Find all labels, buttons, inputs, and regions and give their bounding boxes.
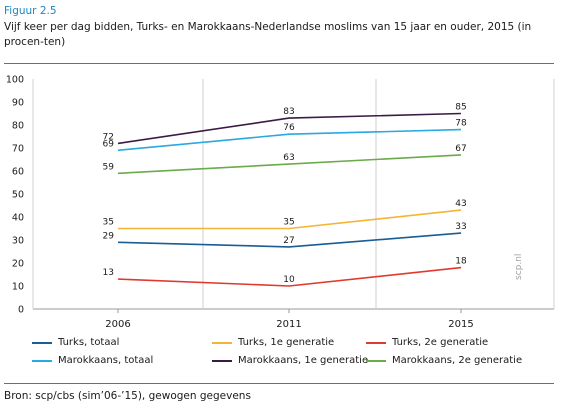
series-line [117, 266, 462, 287]
data-label: 76 [283, 123, 295, 133]
legend-label: Marokkaans, totaal [58, 355, 154, 366]
data-label: 35 [103, 218, 114, 228]
data-label: 67 [455, 144, 466, 154]
data-label: 85 [455, 103, 466, 113]
data-label: 33 [455, 222, 466, 232]
bottom-rule [4, 383, 554, 384]
y-axis-ticks: 0 10 20 30 40 50 60 70 80 90 100 [6, 75, 24, 316]
x-axis-ticks: 2006 2011 2015 [105, 309, 474, 330]
x-tick-label: 2006 [105, 319, 130, 330]
data-label: 69 [103, 139, 115, 149]
top-rule [4, 63, 554, 64]
legend-item: Turks, 2e generatie [366, 337, 488, 348]
legend-item: Marokkaans, 1e generatie [212, 355, 368, 366]
watermark: scp.nl [514, 253, 524, 280]
y-tick-label: 20 [12, 259, 24, 270]
data-label: 63 [283, 153, 294, 163]
chart-title: Vijf keer per dag bidden, Turks- en Maro… [4, 21, 532, 48]
legend-label: Marokkaans, 1e generatie [238, 355, 369, 366]
legend-label: Turks, totaal [58, 337, 120, 348]
data-label: 10 [283, 275, 295, 285]
data-label: 72 [103, 132, 114, 142]
y-tick-label: 60 [12, 167, 24, 178]
y-tick-label: 70 [12, 144, 24, 155]
data-labels: 29 27 33 35 35 43 13 10 18 69 76 78 72 83 85 59 63 67 [103, 103, 467, 286]
x-tick-label: 2015 [448, 319, 473, 330]
y-tick-label: 0 [18, 305, 24, 316]
y-tick-label: 10 [12, 282, 24, 293]
data-label: 83 [283, 107, 294, 117]
legend-swatch [212, 341, 232, 344]
legend-item: Turks, totaal [32, 337, 119, 348]
data-label: 29 [103, 231, 115, 241]
series-lines [117, 112, 462, 287]
y-tick-label: 40 [12, 213, 24, 224]
source-note: Bron: scp/cbs (sim’06-’15), gewogen gege… [4, 390, 251, 402]
legend-label: Turks, 1e generatie [238, 337, 335, 348]
y-tick-label: 30 [12, 236, 24, 247]
legend-item: Marokkaans, totaal [32, 355, 153, 366]
series-line [117, 128, 462, 152]
y-tick-label: 90 [12, 98, 24, 109]
data-label: 78 [455, 119, 467, 129]
y-tick-label: 50 [12, 190, 24, 201]
data-label: 35 [283, 218, 294, 228]
figure-label: Figuur 2.5 [4, 5, 57, 17]
data-label: 18 [455, 257, 467, 267]
legend-item: Marokkaans, 2e generatie [366, 355, 522, 366]
y-tick-label: 80 [12, 121, 24, 132]
legend-swatch [32, 359, 52, 362]
series-line [118, 209, 462, 230]
legend-swatch [366, 341, 386, 344]
legend-swatch [212, 359, 232, 362]
data-label: 59 [103, 162, 115, 172]
legend-swatch [32, 341, 52, 344]
data-label: 13 [103, 268, 114, 278]
legend-label: Marokkaans, 2e generatie [392, 355, 523, 366]
legend-swatch [366, 359, 386, 362]
y-tick-label: 100 [6, 75, 24, 86]
data-label: 43 [455, 199, 466, 209]
series-line [117, 232, 462, 248]
x-tick-label: 2011 [276, 319, 301, 330]
legend-label: Turks, 2e generatie [392, 337, 489, 348]
data-label: 27 [283, 236, 294, 246]
grid [32, 79, 555, 310]
legend-item: Turks, 1e generatie [212, 337, 334, 348]
series-line [117, 112, 462, 145]
series-line [117, 154, 462, 175]
